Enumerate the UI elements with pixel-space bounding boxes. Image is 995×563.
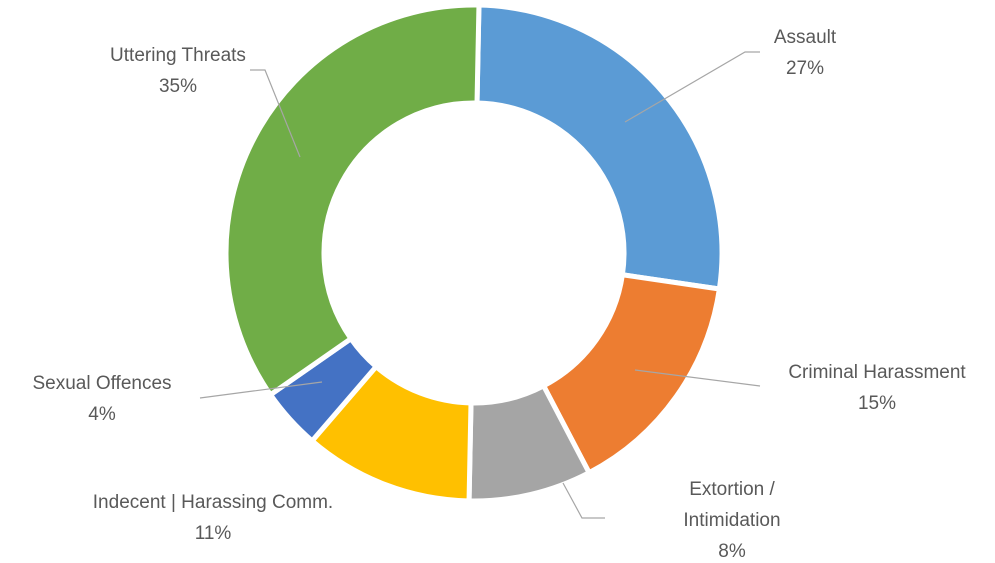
data-label: Extortion / Intimidation 8% [662, 474, 802, 563]
value-label: 11% [194, 523, 232, 544]
category-label: Assault [773, 27, 837, 48]
category-label: Indecent | Harassing Comm. [92, 492, 334, 513]
leader-line [562, 482, 605, 519]
data-label: Uttering Threats 35% [110, 40, 246, 102]
value-label: 8% [718, 541, 746, 562]
data-label: Indecent | Harassing Comm. 11% [93, 487, 333, 549]
slice [474, 2, 725, 292]
value-label: 27% [785, 58, 825, 79]
category-label: Sexual Offences [32, 373, 172, 394]
category-label: Criminal Harassment [788, 362, 966, 383]
value-label: 15% [857, 393, 897, 414]
value-label: 35% [158, 76, 198, 97]
data-label: Sexual Offences 4% [32, 368, 171, 430]
leader-line [199, 381, 323, 399]
leader-line [634, 369, 761, 387]
value-label: 4% [88, 404, 116, 425]
leader-line [250, 69, 301, 158]
category-label: Extortion / Intimidation [683, 479, 781, 531]
slice [223, 2, 482, 399]
data-label: Criminal Harassment 15% [788, 357, 965, 419]
data-label: Assault 27% [774, 22, 836, 84]
category-label: Uttering Threats [110, 45, 246, 66]
leader-line [624, 51, 760, 123]
